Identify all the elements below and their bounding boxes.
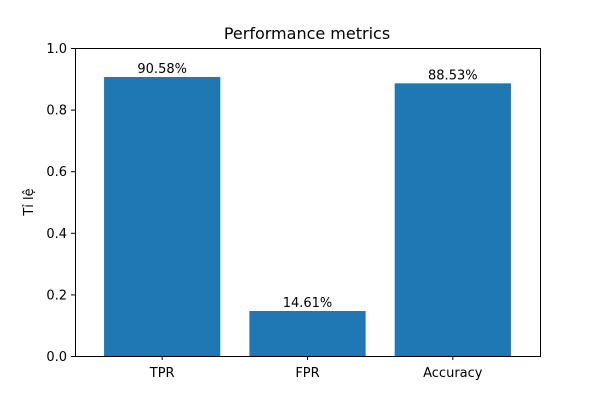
y-tick-label: 0.6: [46, 165, 67, 180]
chart-title: Performance metrics: [224, 24, 390, 43]
data-labels-layer: 90.58% 14.61% 88.53%: [137, 62, 477, 311]
data-label-fpr: 14.61%: [283, 296, 333, 311]
x-tick-label: FPR: [295, 366, 319, 381]
bar-tpr: [104, 77, 221, 356]
y-tick-label: 0.2: [46, 288, 67, 303]
bar-fpr: [249, 311, 366, 356]
x-tick-label: Accuracy: [423, 366, 483, 381]
bars-layer: [104, 77, 511, 356]
plot-frame: [75, 48, 541, 357]
y-axis: 0.0 0.2 0.4 0.6 0.8 1.0: [46, 42, 75, 365]
x-tick-label: TPR: [149, 366, 175, 381]
y-tick-label: 0.8: [46, 104, 67, 119]
y-tick-label: 1.0: [46, 42, 67, 57]
y-axis-label: Tỉ lệ: [22, 188, 37, 216]
data-label-accuracy: 88.53%: [428, 68, 478, 83]
bar-accuracy: [394, 83, 511, 356]
x-axis: TPR FPR Accuracy: [149, 356, 483, 381]
data-label-tpr: 90.58%: [137, 62, 187, 77]
y-tick-label: 0.4: [46, 227, 67, 242]
y-tick-label: 0.0: [46, 350, 67, 365]
